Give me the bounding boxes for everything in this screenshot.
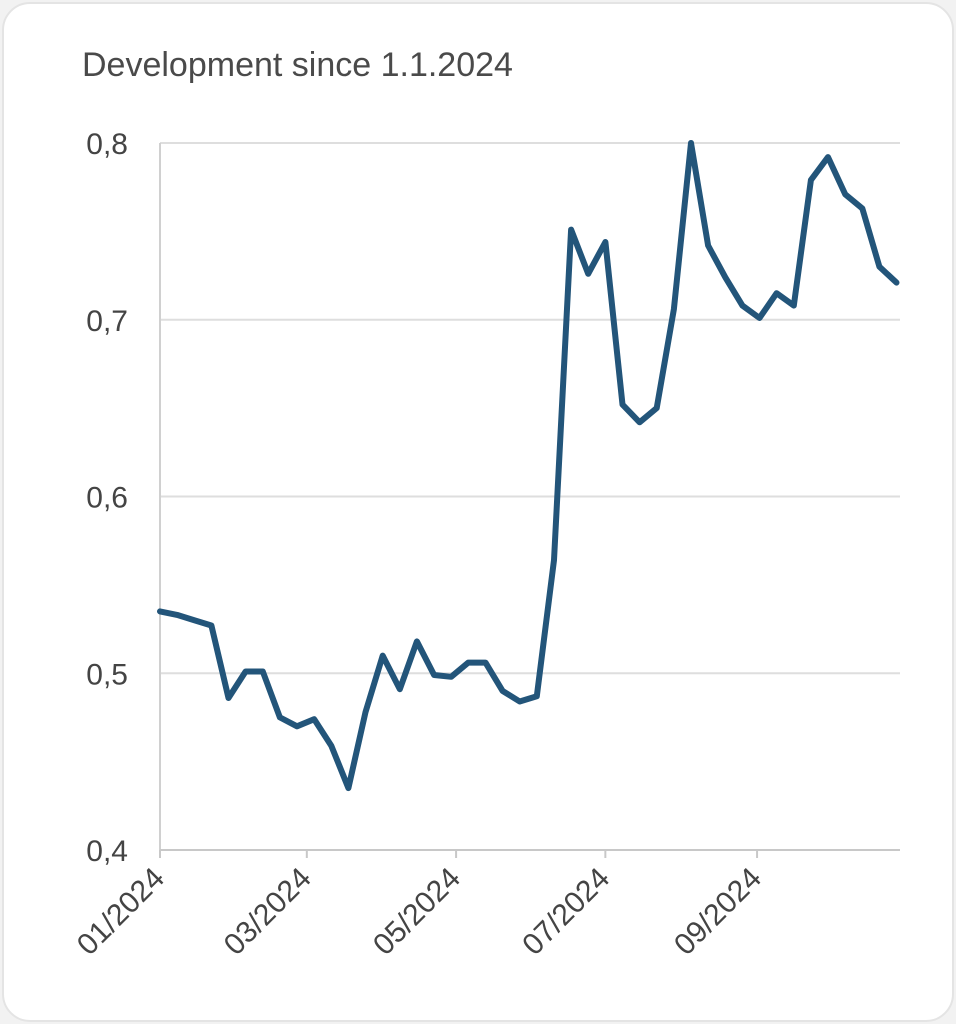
x-tick-label: 03/2024 [218, 862, 318, 962]
y-tick-label: 0,8 [86, 128, 128, 161]
y-tick-label: 0,7 [86, 305, 128, 338]
x-tick-label: 01/2024 [71, 862, 171, 962]
x-tick-label: 09/2024 [668, 862, 768, 962]
series-line [157, 140, 900, 792]
x-tick-label: 07/2024 [516, 862, 616, 962]
y-tick-label: 0,6 [86, 482, 128, 515]
chart-title: Development since 1.1.2024 [82, 46, 513, 84]
x-tick-label: 05/2024 [367, 862, 467, 962]
y-tick-label: 0,5 [86, 658, 128, 691]
y-tick-label: 0,4 [86, 835, 128, 868]
